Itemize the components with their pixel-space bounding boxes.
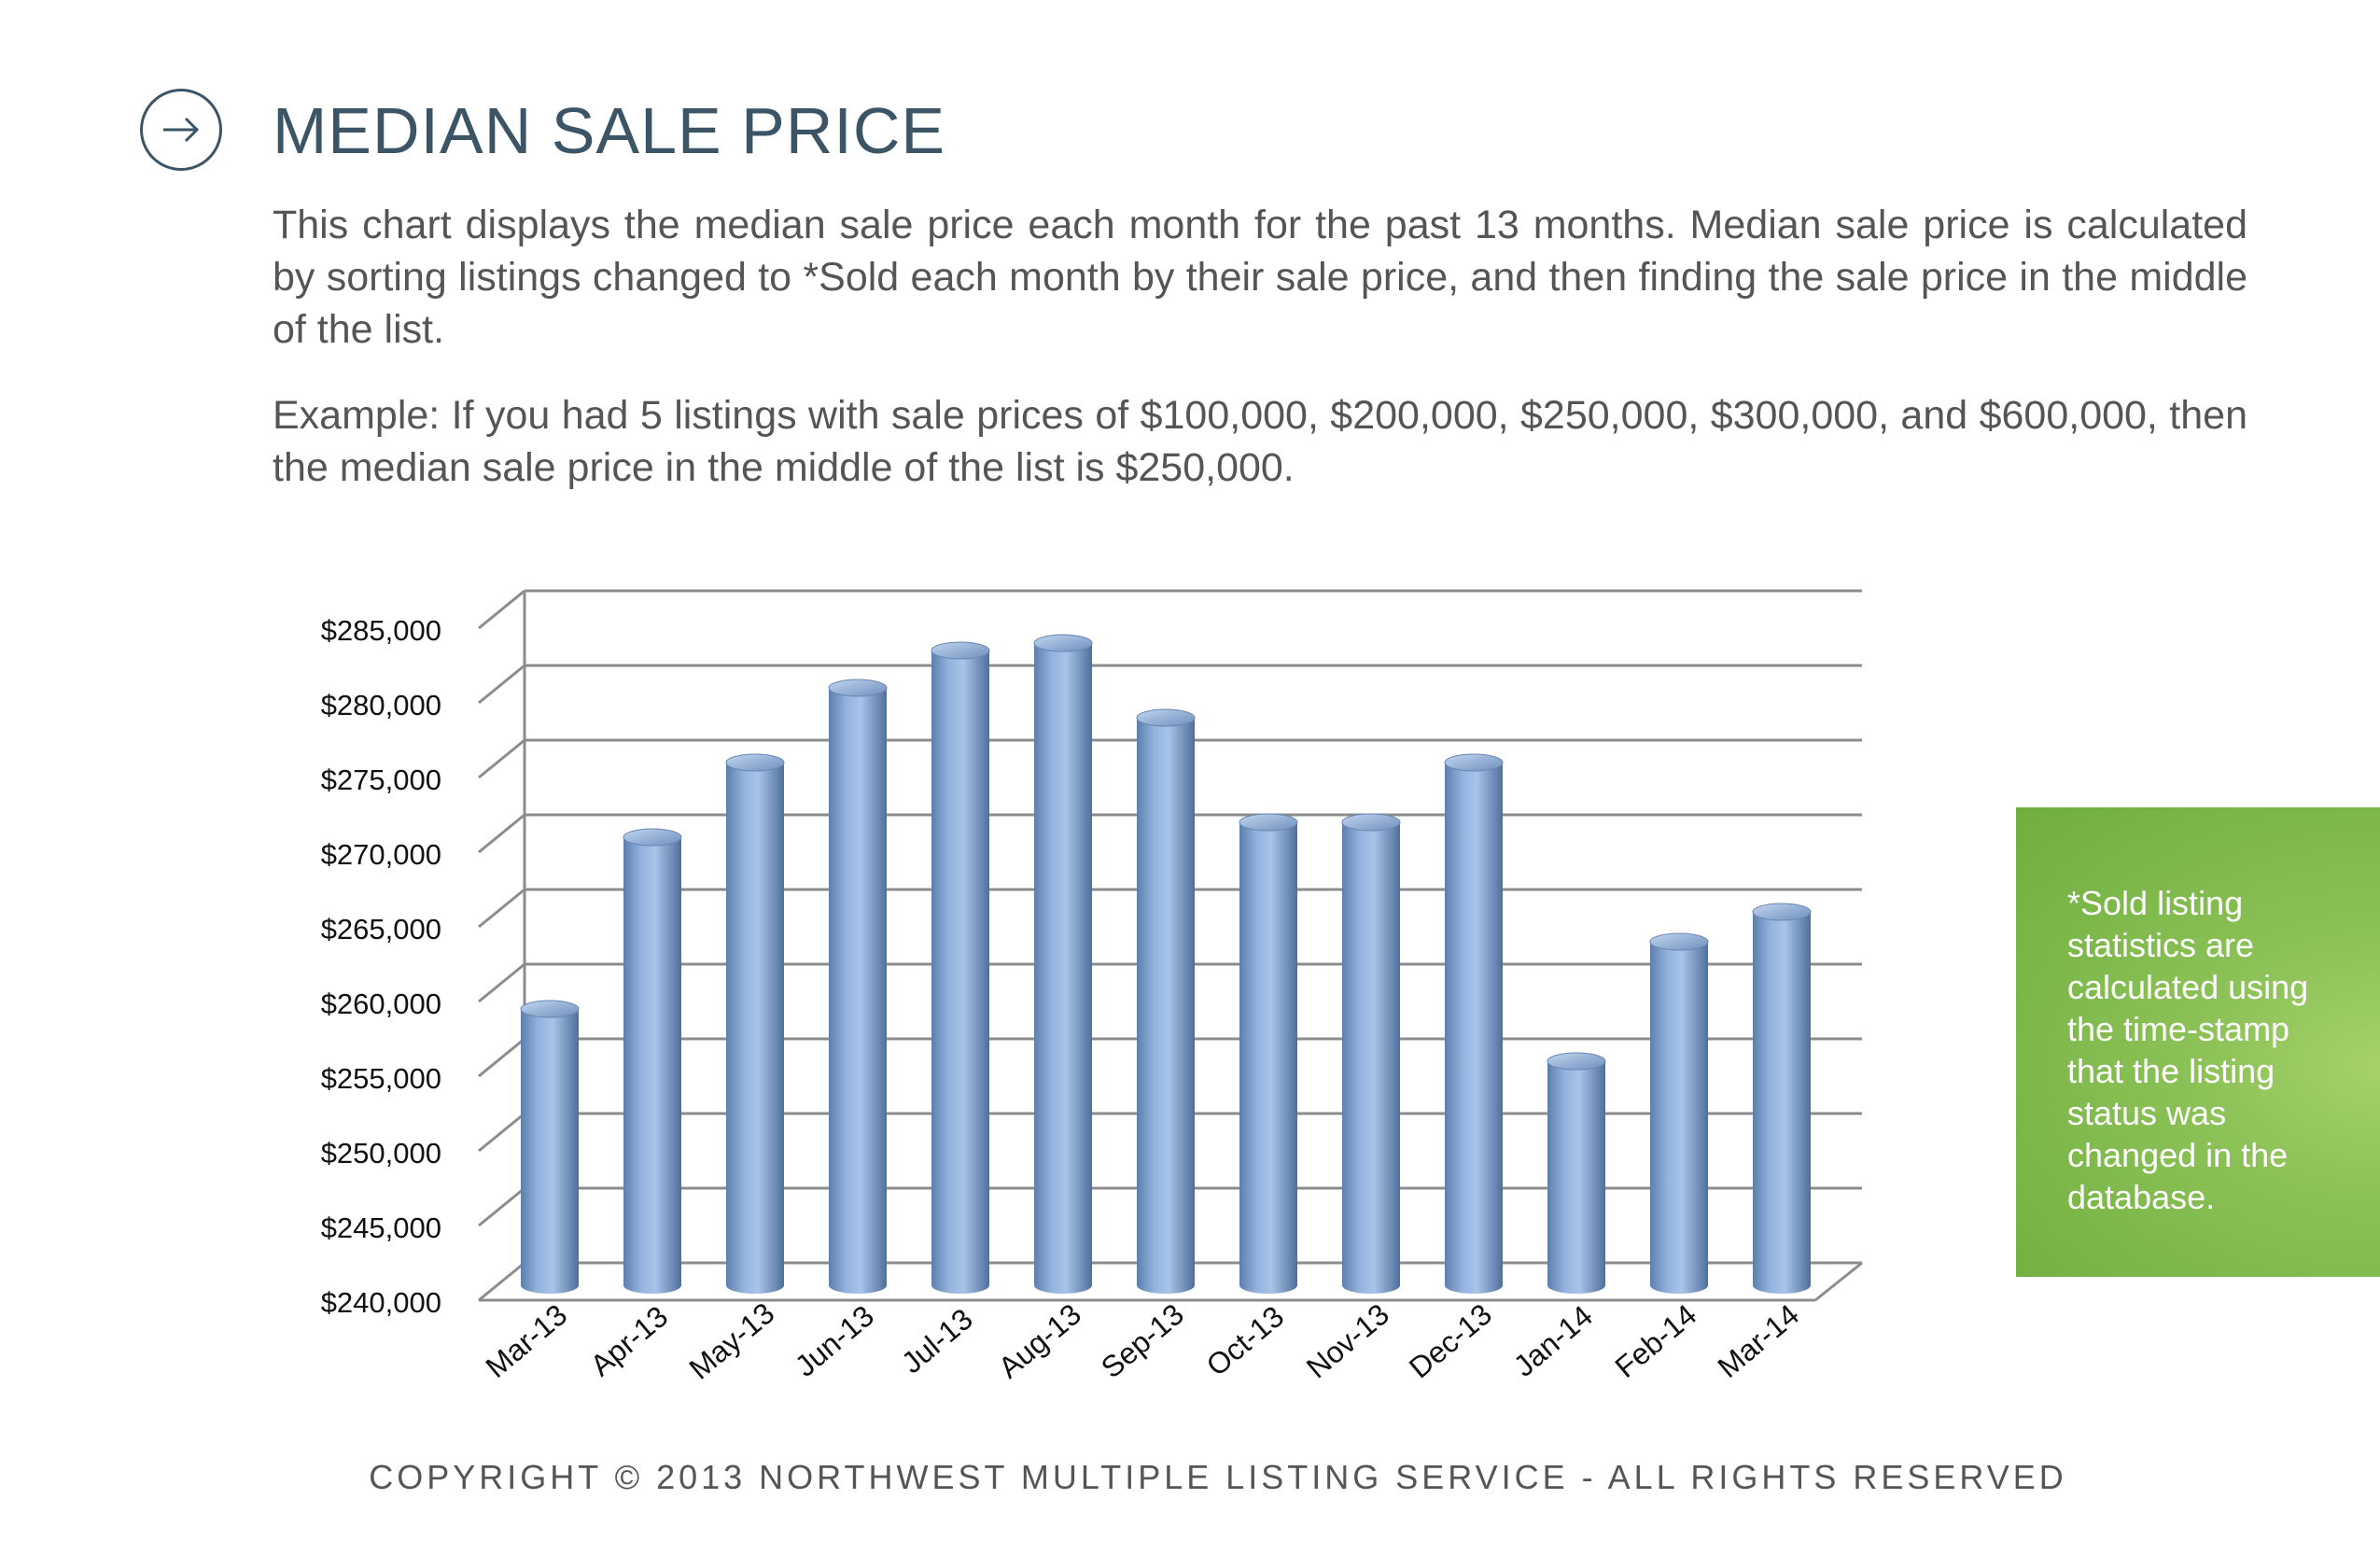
x-tick-label: Aug-13: [992, 1297, 1087, 1385]
x-tick-label: Nov-13: [1300, 1297, 1395, 1385]
bar-top: [1547, 1052, 1606, 1071]
bar-body: [1753, 912, 1811, 1294]
gridline-depth: [478, 962, 525, 1003]
bar-Nov-13: [1341, 813, 1401, 1294]
bar-body: [1445, 763, 1503, 1294]
bar-top: [623, 828, 682, 847]
y-tick-label: $280,000: [321, 689, 441, 721]
bar-top: [725, 753, 785, 772]
bar-Jul-13: [931, 641, 990, 1294]
bar-body: [1239, 822, 1297, 1294]
bar-top: [931, 641, 990, 660]
bar-top: [1341, 813, 1401, 832]
bar-Apr-13: [623, 828, 682, 1294]
x-tick-label: Apr-13: [584, 1299, 675, 1382]
floor-right-edge: [1814, 1261, 1863, 1302]
x-tick-label: Dec-13: [1403, 1297, 1498, 1385]
bar-body: [623, 837, 681, 1294]
bar-body: [1034, 643, 1092, 1294]
x-tick-label: Feb-14: [1609, 1297, 1703, 1384]
y-tick-label: $265,000: [321, 913, 441, 946]
bar-May-13: [725, 753, 785, 1294]
x-tick-label: Jan-14: [1507, 1298, 1599, 1382]
y-tick-label: $260,000: [321, 988, 441, 1020]
gridline-depth: [478, 589, 525, 630]
bar-Dec-13: [1444, 753, 1504, 1294]
example-paragraph: Example: If you had 5 listings with sale…: [273, 393, 2247, 490]
y-tick-label: $275,000: [321, 763, 441, 796]
bar-body: [1547, 1061, 1605, 1294]
sold-listing-note: *Sold listing statistics are calculated …: [2016, 807, 2380, 1277]
gridline-depth: [478, 1037, 525, 1078]
bar-Mar-14: [1752, 903, 1812, 1294]
bar-body: [1137, 718, 1195, 1294]
arrow-right-icon: [140, 89, 222, 171]
description-paragraph: This chart displays the median sale pric…: [273, 203, 2247, 352]
bar-body: [726, 763, 784, 1294]
gridline-depth: [478, 888, 525, 929]
page-title: MEDIAN SALE PRICE: [273, 94, 946, 167]
bar-body: [521, 1009, 579, 1294]
bar-top: [1649, 932, 1709, 951]
bar-top: [1136, 708, 1196, 727]
bar-Aug-13: [1033, 634, 1093, 1294]
gridline-depth: [478, 1261, 525, 1302]
x-tick-label: Jun-13: [789, 1298, 880, 1382]
copyright-footer: COPYRIGHT © 2013 NORTHWEST MULTIPLE LIST…: [369, 1458, 2067, 1496]
bar-top: [828, 679, 888, 697]
bar-body: [1342, 822, 1400, 1294]
y-tick-label: $285,000: [321, 614, 441, 647]
x-tick-label: May-13: [682, 1296, 780, 1385]
bar-top: [1444, 753, 1504, 772]
gridline-depth: [478, 813, 525, 854]
bar-Feb-14: [1649, 932, 1709, 1294]
bar-Oct-13: [1239, 813, 1298, 1294]
y-tick-label: $245,000: [321, 1212, 441, 1244]
bar-top: [520, 1000, 580, 1018]
gridline-depth: [478, 1112, 525, 1153]
bar-top: [1752, 903, 1812, 921]
x-tick-label: Mar-14: [1712, 1297, 1806, 1384]
bar-Sep-13: [1136, 708, 1196, 1294]
bars-layer: [520, 634, 1812, 1294]
y-tick-label: $270,000: [321, 838, 441, 871]
x-tick-label: Oct-13: [1200, 1299, 1291, 1382]
bar-body: [931, 651, 989, 1294]
bar-body: [829, 688, 887, 1294]
y-tick-label: $255,000: [321, 1062, 441, 1095]
x-tick-label: Mar-13: [480, 1297, 574, 1384]
bar-top: [1033, 634, 1093, 652]
gridline-depth: [478, 1186, 525, 1227]
x-tick-label: Jul-13: [895, 1302, 979, 1380]
y-tick-label: $250,000: [321, 1137, 441, 1170]
gridline-depth: [478, 738, 525, 779]
bar-Jun-13: [828, 679, 888, 1294]
x-tick-label: Sep-13: [1095, 1297, 1190, 1385]
bar-Mar-13: [520, 1000, 580, 1294]
bar-body: [1650, 942, 1708, 1294]
gridline-depth: [478, 664, 525, 705]
bar-top: [1239, 813, 1298, 832]
bar-Jan-14: [1547, 1052, 1606, 1294]
y-tick-label: $240,000: [321, 1286, 441, 1319]
